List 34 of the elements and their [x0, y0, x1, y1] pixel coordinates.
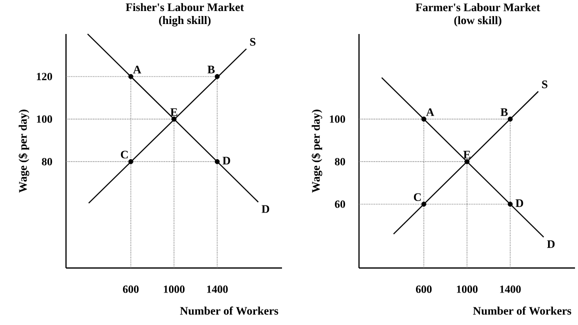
x-tick-label: 600: [416, 286, 432, 293]
annotation: E: [170, 108, 178, 116]
series-label: D: [262, 205, 270, 213]
y-tick-label: 120: [36, 72, 52, 80]
chart-title: Farmer's Labour Market: [416, 3, 540, 12]
y-tick-label: 100: [330, 115, 346, 123]
x-tick-label: 1400: [500, 286, 521, 293]
x-axis-title: Number of Workers: [180, 306, 278, 315]
chart-title: Fisher's Labour Market: [126, 3, 244, 12]
x-tick-label: 1400: [207, 286, 228, 293]
x-tick-label: 1000: [164, 286, 185, 293]
y-tick-label: 80: [42, 158, 52, 166]
y-tick-label: 60: [334, 200, 346, 208]
annotation: C: [414, 193, 421, 201]
annotation: E: [463, 150, 470, 158]
chart-subtitle: (low skill): [454, 16, 502, 26]
annotation: D: [516, 199, 524, 207]
y-axis-title: Wage ($ per day): [18, 110, 30, 193]
x-axis-title: Number of Workers: [473, 306, 572, 315]
series-label: S: [542, 80, 548, 88]
annotation: D: [222, 156, 230, 164]
series-label: D: [547, 240, 555, 248]
y-tick-label: 100: [36, 115, 52, 123]
annotation: B: [208, 66, 215, 74]
annotation: A: [133, 66, 142, 74]
x-tick-label: 600: [122, 286, 139, 293]
y-tick-label: 80: [334, 158, 346, 166]
annotation: A: [426, 108, 434, 116]
x-tick-label: 1000: [456, 286, 478, 293]
annotation: B: [500, 108, 508, 116]
y-axis-title: Wage ($ per day): [311, 110, 322, 193]
series-label: S: [250, 38, 256, 46]
annotation: C: [120, 150, 128, 158]
chart-subtitle: (high skill): [159, 16, 211, 27]
